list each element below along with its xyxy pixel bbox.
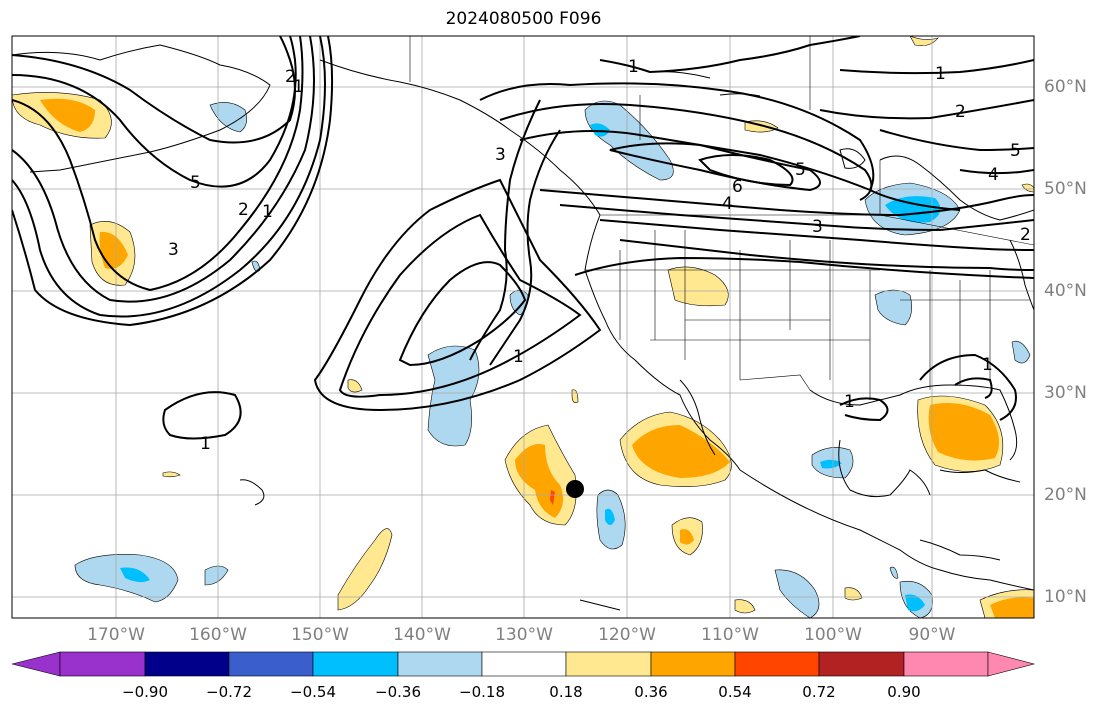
lat-label: 40°N xyxy=(1044,281,1087,301)
colorbar-min-extend xyxy=(11,651,61,677)
lon-label: 150°W xyxy=(291,625,349,645)
colorbar-bin xyxy=(650,651,736,677)
lon-label: 170°W xyxy=(87,625,145,645)
positive-anomaly-shading xyxy=(12,36,1034,618)
contour-label: 1 xyxy=(200,434,211,454)
contour-lines xyxy=(12,36,1034,440)
contour-labels: 1 1 2 3 4 5 6 5 4 3 2 1 1 1 1 5 2 1 3 2 … xyxy=(168,57,1031,454)
contour-label: 2 xyxy=(955,102,966,122)
contour-label: 1 xyxy=(513,347,524,367)
contour-label: 1 xyxy=(844,392,855,412)
colorbar-tick-label: −0.36 xyxy=(375,683,421,701)
coastlines xyxy=(12,44,1034,611)
lat-label: 60°N xyxy=(1044,77,1087,97)
lat-label: 50°N xyxy=(1044,179,1087,199)
contour-label: 2 xyxy=(285,67,296,87)
map-frame xyxy=(11,35,1035,619)
lon-label: 120°W xyxy=(598,625,656,645)
colorbar-bin xyxy=(144,651,230,677)
colorbar-bin xyxy=(903,651,989,677)
contour-label: 1 xyxy=(262,202,273,222)
lon-label: 140°W xyxy=(393,625,451,645)
contour-label: 5 xyxy=(1010,141,1021,161)
colorbar-bin xyxy=(565,651,652,677)
colorbar-bin xyxy=(818,651,905,677)
contour-label: 6 xyxy=(732,177,743,197)
lon-label: 110°W xyxy=(701,625,759,645)
contour-label: 3 xyxy=(168,240,179,260)
colorbar-tick-label: 0.90 xyxy=(887,683,921,701)
lon-label: 130°W xyxy=(495,625,553,645)
colorbar-tick-label: 0.18 xyxy=(549,683,583,701)
contour-label: 5 xyxy=(795,160,806,180)
lat-label: 20°N xyxy=(1044,485,1087,505)
contour-label: 2 xyxy=(1020,225,1031,245)
lon-label: 160°W xyxy=(189,625,247,645)
political-borders xyxy=(409,36,1034,400)
storm-center-marker xyxy=(566,480,584,498)
colorbar-tick-label: −0.54 xyxy=(290,683,336,701)
negative-anomaly-shading xyxy=(74,100,1031,618)
contour-label: 3 xyxy=(495,145,506,165)
map-background xyxy=(12,36,1034,618)
colorbar xyxy=(11,651,1036,677)
colorbar-bin xyxy=(397,651,483,677)
contour-label: 1 xyxy=(293,77,304,97)
lat-label: 30°N xyxy=(1044,383,1087,403)
colorbar-bin xyxy=(481,651,567,677)
colorbar-bin xyxy=(734,651,820,677)
lon-label: 90°W xyxy=(908,625,956,645)
map-title: 2024080500 F096 xyxy=(445,9,602,29)
contour-label: 1 xyxy=(628,57,639,77)
contour-label: 3 xyxy=(812,217,823,237)
lon-label: 100°W xyxy=(804,625,862,645)
colorbar-bin xyxy=(59,651,146,677)
lat-label: 10°N xyxy=(1044,587,1087,607)
colorbar-max-extend xyxy=(987,651,1036,677)
colorbar-tick-label: 0.72 xyxy=(802,683,836,701)
colorbar-tick-label: −0.90 xyxy=(122,683,168,701)
colorbar-bin xyxy=(228,651,314,677)
contour-label: 1 xyxy=(935,64,946,84)
contour-label: 5 xyxy=(190,173,201,193)
contour-label: 1 xyxy=(982,355,993,375)
colorbar-tick-label: 0.54 xyxy=(718,683,752,701)
colorbar-tick-label: −0.18 xyxy=(459,683,505,701)
contour-label: 4 xyxy=(722,194,733,214)
colorbar-tick-label: −0.72 xyxy=(206,683,252,701)
contour-label: 2 xyxy=(238,200,249,220)
contour-label: 4 xyxy=(988,165,999,185)
colorbar-bin xyxy=(312,651,399,677)
colorbar-tick-label: 0.36 xyxy=(634,683,668,701)
